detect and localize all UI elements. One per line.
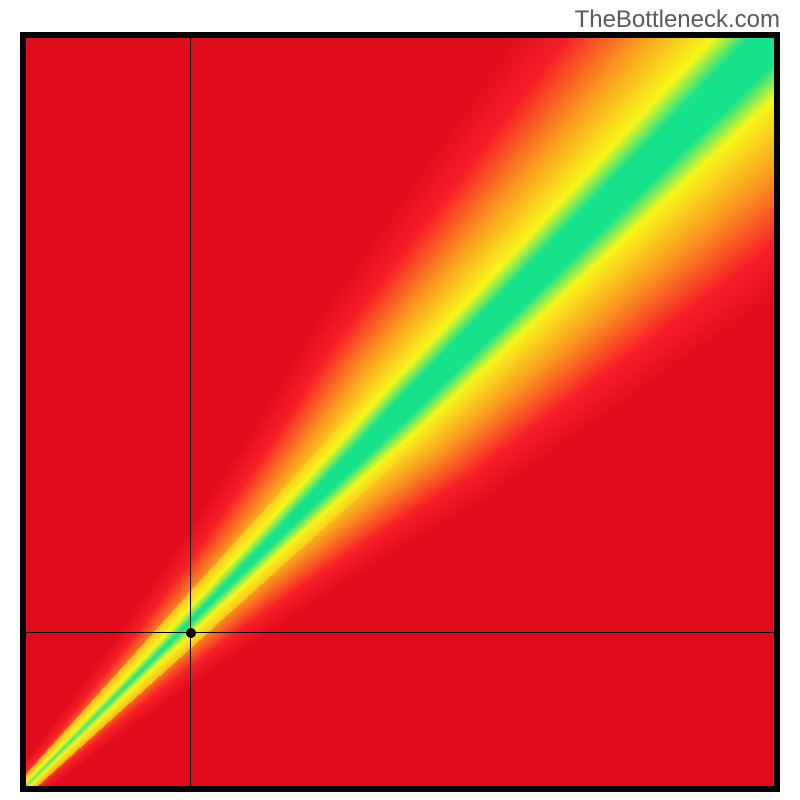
crosshair-vertical-line xyxy=(190,38,191,786)
bottleneck-heatmap xyxy=(20,32,780,792)
watermark-text: TheBottleneck.com xyxy=(575,6,780,34)
crosshair-horizontal-line xyxy=(26,632,774,633)
crosshair-dot xyxy=(186,628,196,638)
heatmap-canvas xyxy=(26,38,774,786)
